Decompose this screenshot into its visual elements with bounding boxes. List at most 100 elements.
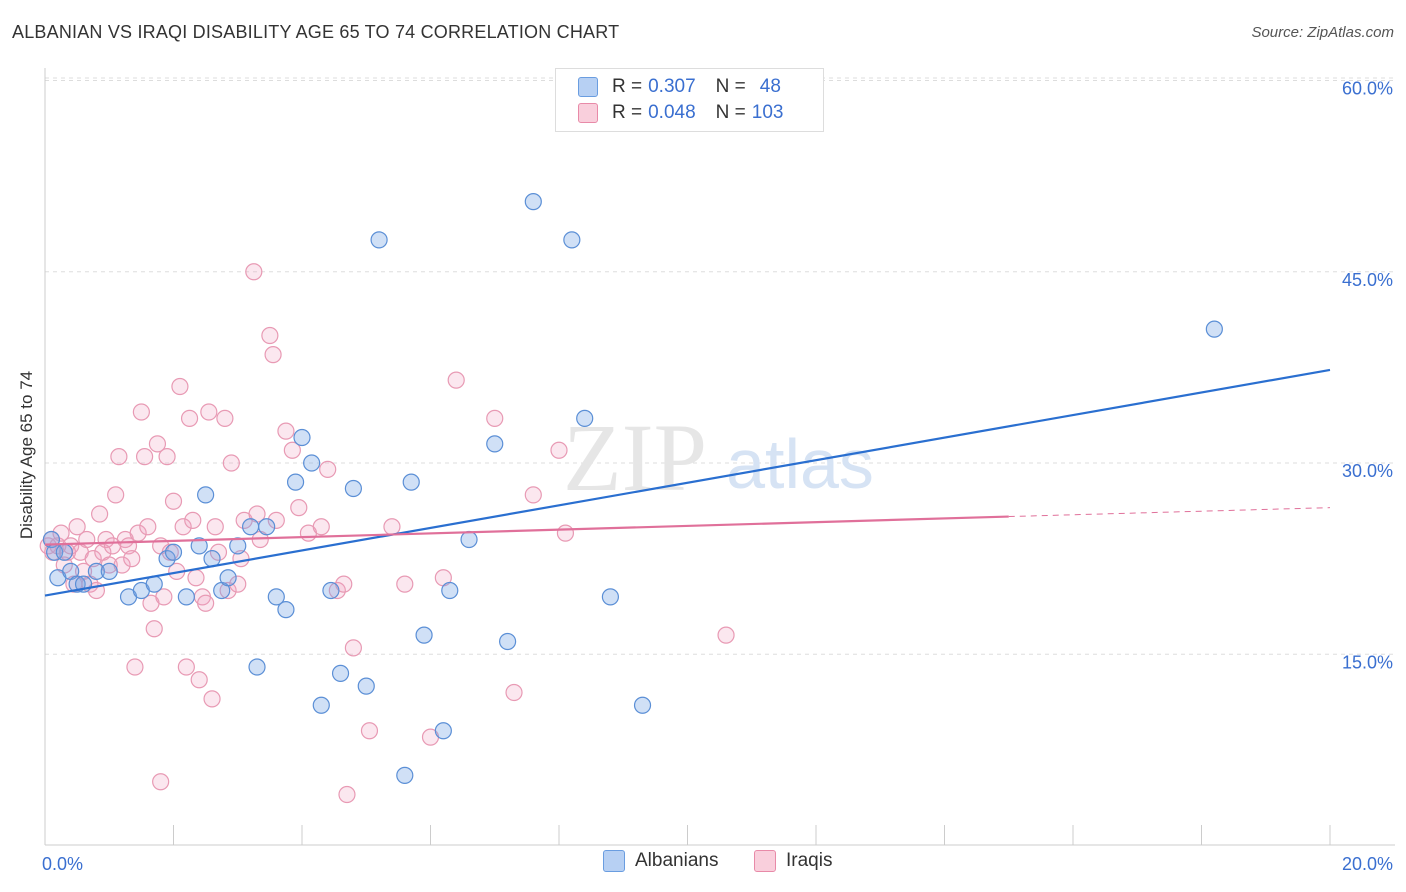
albanian-point xyxy=(68,575,86,593)
albanian-point xyxy=(293,428,311,447)
iraqi-point xyxy=(338,785,356,804)
iraqi-point xyxy=(229,575,247,593)
iraqi-point xyxy=(190,671,208,689)
albanian-points xyxy=(42,193,1223,784)
iraqi-point xyxy=(62,537,80,555)
albanian-point xyxy=(219,569,237,587)
albanian-point xyxy=(441,581,459,600)
albanian-point xyxy=(197,486,215,504)
albanians-legend-label: Albanians xyxy=(635,850,719,871)
iraqi-point xyxy=(158,448,176,466)
iraqi-point xyxy=(219,581,237,600)
legend-item-iraqis[interactable]: Iraqis xyxy=(754,850,832,872)
legend-row-iraqis: R = 0.048 N = 103 xyxy=(578,100,783,126)
iraqi-point xyxy=(180,409,199,427)
iraqi-points xyxy=(39,263,735,804)
iraqi-point xyxy=(717,626,735,644)
y-tick-label: 30.0% xyxy=(1342,461,1393,481)
iraqi-point xyxy=(319,460,337,478)
albanian-point xyxy=(267,588,285,606)
axes xyxy=(44,68,1395,846)
legend-r-label: R = xyxy=(612,102,643,123)
legend-row-albanians: R = 0.307 N = 48 xyxy=(578,74,781,100)
legend-r-label: R = xyxy=(612,76,643,97)
albanian-point xyxy=(100,562,118,580)
albanian-point xyxy=(357,677,375,695)
iraqi-point xyxy=(267,511,285,529)
iraqi-point xyxy=(68,518,86,536)
iraqis-n-value: 103 xyxy=(751,102,784,123)
albanian-point xyxy=(331,664,350,682)
iraqi-point xyxy=(148,435,167,453)
albanian-point xyxy=(145,575,163,593)
iraqi-point xyxy=(383,518,401,536)
iraqi-point xyxy=(290,499,308,517)
albanian-point xyxy=(177,588,195,606)
albanian-point xyxy=(303,454,321,472)
albanian-point xyxy=(601,588,620,606)
x-tick-label-min: 0.0% xyxy=(42,854,83,874)
iraqi-point xyxy=(264,346,282,364)
iraqis-trend-extension xyxy=(1008,507,1331,518)
albanian-point xyxy=(344,479,362,498)
iraqi-point xyxy=(261,326,279,345)
albanian-point xyxy=(158,550,176,568)
iraqi-point xyxy=(184,511,202,529)
source-label: Source: ZipAtlas.com xyxy=(1251,24,1394,41)
albanian-point xyxy=(486,435,504,453)
albanian-point xyxy=(312,696,330,714)
albanian-point xyxy=(1205,320,1223,338)
y-tick-label: 60.0% xyxy=(1342,79,1393,99)
legend-n-label: N = xyxy=(715,76,746,97)
iraqi-point xyxy=(84,550,102,568)
y-tick-label: 45.0% xyxy=(1342,270,1393,290)
iraqi-point xyxy=(344,639,362,657)
iraqi-point xyxy=(203,690,221,708)
albanians-r-value: 0.307 xyxy=(648,76,696,97)
albanian-point xyxy=(248,658,266,676)
watermark-zip: ZIP xyxy=(563,404,707,511)
albanians-swatch xyxy=(578,77,598,97)
albanian-point xyxy=(563,231,581,249)
legend-item-albanians[interactable]: Albanians xyxy=(603,850,718,872)
iraqi-point xyxy=(187,569,205,587)
iraqi-point xyxy=(396,575,414,593)
iraqi-point xyxy=(91,505,109,523)
iraqis-legend-swatch xyxy=(754,850,776,872)
albanian-point xyxy=(415,626,433,644)
iraqi-point xyxy=(277,422,295,440)
iraqi-point xyxy=(139,518,157,536)
iraqi-point xyxy=(222,454,240,472)
iraqi-point xyxy=(550,441,568,459)
albanian-point xyxy=(55,543,73,561)
iraqi-point xyxy=(216,409,234,427)
iraqi-point xyxy=(107,486,125,504)
iraqi-point xyxy=(360,722,379,740)
albanian-point xyxy=(524,193,542,211)
iraqis-swatch xyxy=(578,103,598,123)
iraqi-point xyxy=(132,403,150,421)
albanian-point xyxy=(190,537,208,555)
iraqi-point xyxy=(123,550,141,568)
albanians-n-value: 48 xyxy=(759,76,781,97)
chart-title: ALBANIAN VS IRAQI DISABILITY AGE 65 TO 7… xyxy=(12,22,620,42)
albanian-point xyxy=(633,696,652,714)
albanian-point xyxy=(460,530,478,549)
iraqi-point xyxy=(209,543,228,561)
albanian-point xyxy=(164,543,183,561)
iraqi-point xyxy=(110,448,128,466)
iraqi-point xyxy=(556,524,575,542)
albanian-point xyxy=(229,537,247,555)
iraqi-point xyxy=(145,620,163,638)
albanian-point xyxy=(576,409,594,427)
iraqi-point xyxy=(177,658,195,676)
iraqi-point xyxy=(312,518,330,536)
iraqi-point xyxy=(200,403,218,421)
iraqi-point xyxy=(486,409,504,427)
albanian-point xyxy=(258,518,276,536)
albanian-point xyxy=(87,562,106,580)
iraqi-point xyxy=(328,581,346,600)
iraqi-point xyxy=(206,518,224,536)
stats-legend: R = 0.307 N = 48 R = 0.048 N = 103 xyxy=(555,68,824,132)
gridlines xyxy=(45,77,1395,655)
